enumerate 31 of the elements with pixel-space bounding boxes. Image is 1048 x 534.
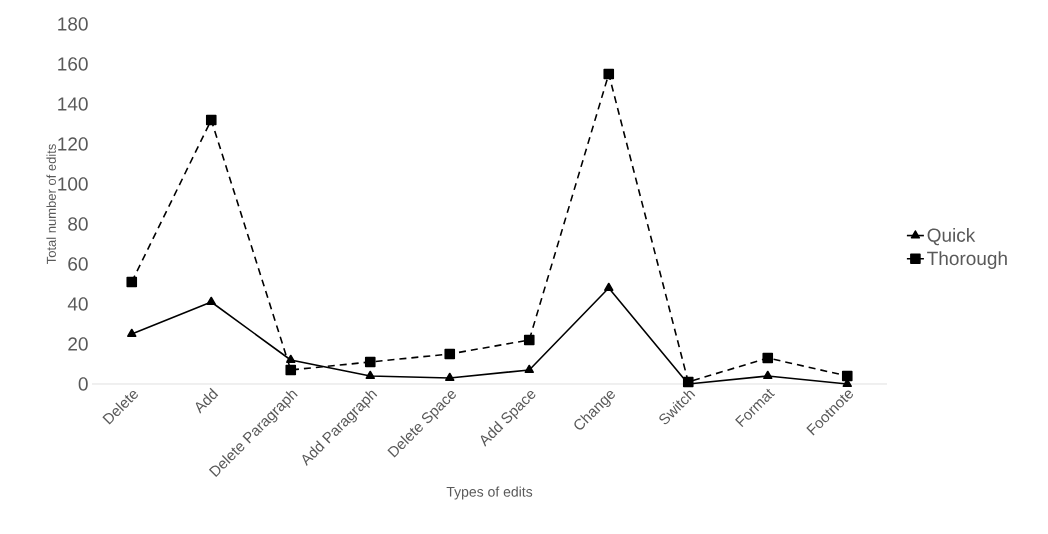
point bbox=[444, 348, 456, 360]
point bbox=[523, 334, 535, 346]
y-tick-label: 180 bbox=[58, 17, 88, 31]
y-tick-label: 60 bbox=[68, 257, 88, 271]
y-tick-label: 100 bbox=[58, 177, 88, 191]
point bbox=[364, 356, 376, 368]
point bbox=[841, 370, 853, 382]
y-axis-title: Total number of edits bbox=[46, 144, 56, 265]
point bbox=[126, 276, 138, 288]
point bbox=[206, 296, 216, 306]
point bbox=[365, 370, 375, 380]
point bbox=[604, 282, 614, 292]
y-tick-label: 40 bbox=[67, 297, 88, 311]
y-tick-label: 160 bbox=[58, 57, 88, 71]
y-tick-label: 80 bbox=[68, 217, 88, 231]
point bbox=[285, 364, 297, 376]
x-axis-title: Types of edits bbox=[446, 486, 533, 500]
point bbox=[127, 328, 137, 338]
legend-label: Quick bbox=[927, 227, 976, 246]
point bbox=[524, 364, 534, 374]
point bbox=[286, 354, 296, 364]
y-tick-label: 20 bbox=[68, 337, 88, 351]
y-tick-label: 0 bbox=[78, 377, 88, 391]
point bbox=[205, 114, 217, 126]
point bbox=[445, 372, 455, 382]
point bbox=[603, 68, 615, 80]
y-tick-label: 120 bbox=[58, 137, 88, 151]
legend-label: Thorough bbox=[927, 251, 1007, 269]
y-tick-label: 140 bbox=[58, 97, 88, 111]
point bbox=[763, 370, 773, 380]
point bbox=[762, 352, 774, 364]
